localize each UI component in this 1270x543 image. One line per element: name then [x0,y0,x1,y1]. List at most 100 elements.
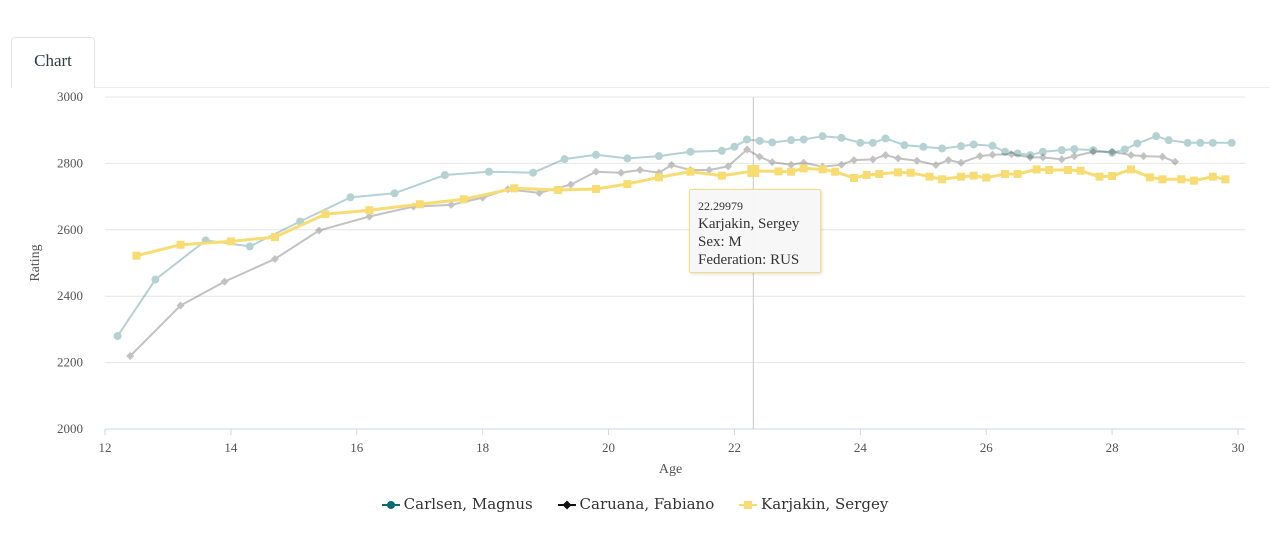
data-point[interactable] [1208,172,1217,181]
data-point[interactable] [1183,138,1192,147]
data-point[interactable] [862,171,871,180]
data-point[interactable] [730,142,739,151]
data-point[interactable] [1026,151,1035,160]
data-point[interactable] [1076,166,1085,175]
data-point[interactable] [686,147,695,156]
data-point[interactable] [850,156,859,165]
data-point[interactable] [667,161,676,170]
data-point[interactable] [1164,136,1173,145]
data-point[interactable] [176,240,185,249]
data-point[interactable] [1108,148,1117,157]
data-point[interactable] [1007,150,1016,159]
data-point[interactable] [1089,146,1098,155]
data-point[interactable] [787,160,796,169]
data-point[interactable] [447,200,456,209]
data-point[interactable] [787,167,796,176]
data-point[interactable] [1013,170,1022,179]
data-point[interactable] [1001,147,1010,156]
data-point[interactable] [1196,138,1205,147]
data-point[interactable] [774,167,783,176]
data-point[interactable] [969,140,978,149]
legend-item-carlsen[interactable]: Carlsen, Magnus [381,495,533,513]
data-point[interactable] [1057,155,1066,164]
data-point[interactable] [724,162,733,171]
data-point[interactable] [440,171,449,180]
data-point[interactable] [1145,173,1154,182]
legend-item-karjakin[interactable]: Karjakin, Sergey [739,495,888,513]
data-point[interactable] [390,189,399,198]
data-point[interactable] [1045,166,1054,175]
data-point[interactable] [818,132,827,141]
data-point[interactable] [900,141,909,150]
data-point[interactable] [894,168,903,177]
data-point[interactable] [1001,170,1010,179]
data-point[interactable] [1139,152,1148,161]
data-point[interactable] [654,152,663,161]
data-point[interactable] [1032,165,1041,174]
data-point[interactable] [591,167,600,176]
data-point[interactable] [623,179,632,188]
data-point[interactable] [1177,175,1186,184]
data-point[interactable] [132,251,141,260]
data-point[interactable] [1133,139,1142,148]
data-point[interactable] [717,146,726,155]
data-point[interactable] [1108,147,1117,156]
data-point[interactable] [1126,151,1135,160]
data-point[interactable] [868,155,877,164]
data-point[interactable] [1057,146,1066,155]
data-point[interactable] [346,193,355,202]
data-point[interactable] [591,150,600,159]
data-point[interactable] [1026,153,1035,162]
data-point[interactable] [1095,172,1104,181]
hovered-point[interactable] [747,165,760,178]
series-line[interactable] [129,148,1176,357]
data-point[interactable] [1070,145,1079,154]
data-point[interactable] [321,210,330,219]
data-point[interactable] [176,301,185,310]
data-point[interactable] [270,233,279,242]
data-point[interactable] [957,158,966,167]
series-0[interactable] [113,132,1236,341]
data-point[interactable] [535,188,544,197]
data-point[interactable] [938,175,947,184]
data-point[interactable] [1120,145,1129,154]
data-point[interactable] [787,136,796,145]
data-point[interactable] [925,172,934,181]
data-point[interactable] [1158,152,1167,161]
data-point[interactable] [957,172,966,181]
data-point[interactable] [818,165,827,174]
data-point[interactable] [226,237,235,246]
data-point[interactable] [270,255,279,264]
data-point[interactable] [415,200,424,209]
data-point[interactable] [1038,153,1047,162]
data-point[interactable] [1189,176,1198,185]
data-point[interactable] [1171,157,1180,166]
data-point[interactable] [1158,175,1167,184]
data-point[interactable] [969,171,978,180]
data-point[interactable] [919,142,928,151]
data-point[interactable] [881,134,890,143]
data-point[interactable] [126,351,135,360]
data-point[interactable] [1070,152,1079,161]
data-point[interactable] [617,168,626,177]
data-point[interactable] [799,135,808,144]
data-point[interactable] [831,167,840,176]
series-line[interactable] [136,166,1226,258]
data-point[interactable] [554,185,563,194]
data-point[interactable] [1064,166,1073,175]
data-point[interactable] [743,145,752,154]
series-2[interactable] [132,164,1230,260]
data-point[interactable] [875,170,884,179]
data-point[interactable] [1013,149,1022,158]
data-point[interactable] [686,167,695,176]
data-point[interactable] [591,184,600,193]
data-point[interactable] [1108,172,1117,181]
data-point[interactable] [315,226,324,235]
data-point[interactable] [988,150,997,159]
legend-item-caruana[interactable]: Caruana, Fabiano [557,495,714,513]
data-point[interactable] [856,138,865,147]
data-point[interactable] [1227,138,1236,147]
data-point[interactable] [982,173,991,182]
data-point[interactable] [151,275,160,284]
data-point[interactable] [566,180,575,189]
